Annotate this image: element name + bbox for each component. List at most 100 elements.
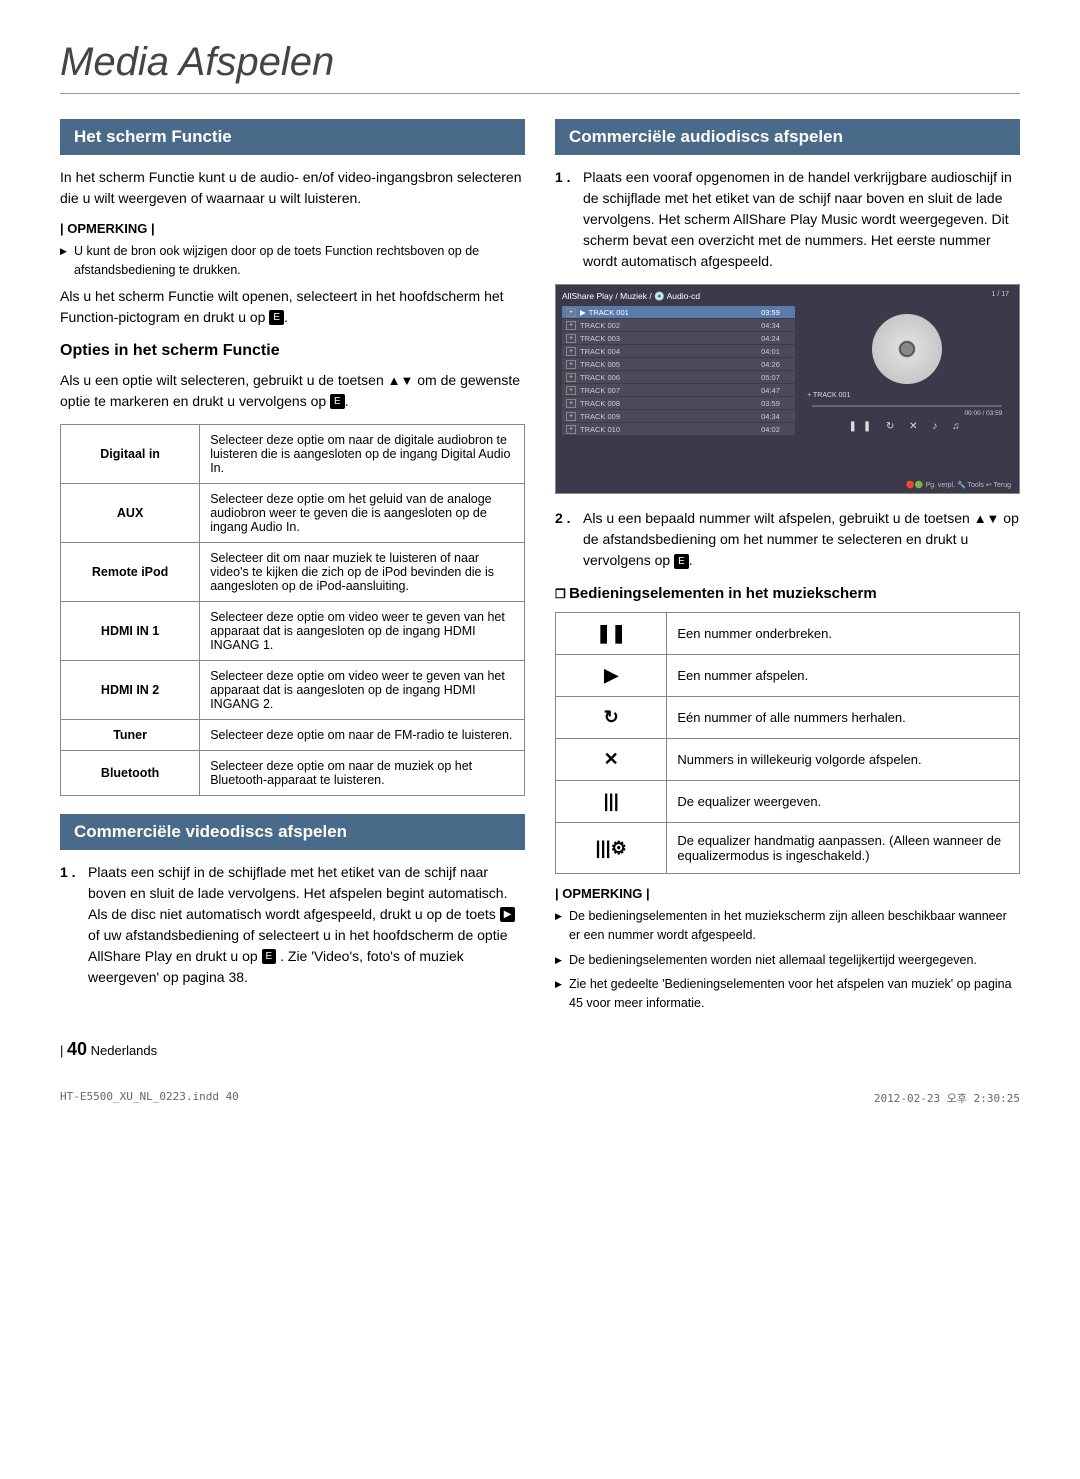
note-r2: De bedieningselementen worden niet allem…	[555, 951, 1020, 970]
note-label: | OPMERKING |	[555, 886, 1020, 901]
add-icon: +	[566, 308, 576, 317]
controls-heading: Bedieningselementen in het muziekscherm	[555, 585, 1020, 602]
album-side: + TRACK 001 00:00 / 03:59 ❚❚ ↻ ✕ ♪ ♫	[801, 306, 1013, 461]
track-time: 04:01	[761, 347, 791, 356]
control-desc: Nummers in willekeurig volgorde afspelen…	[667, 739, 1020, 781]
option-row: AUXSelecteer deze optie om het geluid va…	[61, 483, 525, 542]
option-desc: Selecteer deze optie om het geluid van d…	[200, 483, 525, 542]
control-desc: Een nummer afspelen.	[667, 655, 1020, 697]
left-column: Het scherm Functie In het scherm Functie…	[60, 119, 525, 1019]
player-footer: 🔴🟢 Pg. verpl. 🔧 Tools ↩ Terug	[906, 481, 1011, 489]
track-list: +▶TRACK 00103:59+TRACK 00204:34+TRACK 00…	[562, 306, 795, 461]
sec1-note1: U kunt de bron ook wijzigen door op de t…	[60, 242, 525, 280]
note-label: | OPMERKING |	[60, 221, 525, 236]
track-row: + TRACK 00204:34	[562, 319, 795, 331]
control-desc: De equalizer weergeven.	[667, 781, 1020, 823]
opties-heading: Opties in het scherm Functie	[60, 342, 525, 360]
track-time: 03:59	[761, 399, 791, 408]
control-icon: ✕	[556, 739, 667, 781]
track-row: + TRACK 00704:47	[562, 384, 795, 396]
audio-step1: 1 . Plaats een vooraf opgenomen in de ha…	[555, 167, 1020, 272]
track-name: TRACK 008	[580, 399, 761, 408]
track-time: 04:24	[761, 334, 791, 343]
control-icon: |||⚙	[556, 823, 667, 874]
track-time: 05:07	[761, 373, 791, 382]
enter-icon: E	[674, 554, 689, 569]
track-name: TRACK 001	[589, 308, 761, 317]
page-footer: | 40 Nederlands	[60, 1039, 1020, 1060]
track-row: +▶TRACK 00103:59	[562, 306, 795, 318]
track-row: +TRACK 00803:59	[562, 397, 795, 409]
enter-icon: E	[262, 949, 277, 964]
track-name: TRACK 005	[580, 360, 761, 369]
control-desc: De equalizer handmatig aanpassen. (Allee…	[667, 823, 1020, 874]
option-desc: Selecteer deze optie om video weer te ge…	[200, 660, 525, 719]
doc-meta: HT-E5500_XU_NL_0223.indd 40 2012-02-23 오…	[60, 1090, 1020, 1106]
arrows-icon: ▲▼	[974, 511, 1000, 526]
track-time: 03:59	[761, 308, 791, 317]
track-row: + TRACK 00404:01	[562, 345, 795, 357]
track-row: +TRACK 00304:24	[562, 332, 795, 344]
option-row: Remote iPodSelecteer dit om naar muziek …	[61, 542, 525, 601]
player-breadcrumb: AllShare Play / Muziek / 💿 Audio-cd	[562, 291, 1013, 302]
track-row: + TRACK 00504:26	[562, 358, 795, 370]
columns: Het scherm Functie In het scherm Functie…	[60, 119, 1020, 1019]
track-name: TRACK 007	[580, 386, 761, 395]
track-row: +TRACK 01004:02	[562, 423, 795, 435]
player-counter: 1 / 17	[991, 291, 1009, 298]
now-playing: + TRACK 001	[801, 392, 1013, 399]
add-icon: +	[566, 425, 576, 434]
control-row: ❚❚Een nummer onderbreken.	[556, 613, 1020, 655]
option-desc: Selecteer deze optie om video weer te ge…	[200, 601, 525, 660]
option-row: HDMI IN 2Selecteer deze optie om video w…	[61, 660, 525, 719]
section-audiodiscs: Commerciële audiodiscs afspelen	[555, 119, 1020, 155]
sec1-p2: Als u het scherm Functie wilt openen, se…	[60, 286, 525, 328]
cd-icon	[872, 314, 942, 384]
option-label: Digitaal in	[61, 424, 200, 483]
option-row: HDMI IN 1Selecteer deze optie om video w…	[61, 601, 525, 660]
opties-p1: Als u een optie wilt selecteren, gebruik…	[60, 370, 525, 412]
track-name: TRACK 002	[580, 321, 761, 330]
control-row: |||De equalizer weergeven.	[556, 781, 1020, 823]
option-row: TunerSelecteer deze optie om naar de FM-…	[61, 719, 525, 750]
section-videodiscs: Commerciële videodiscs afspelen	[60, 814, 525, 850]
add-icon: +	[566, 360, 576, 369]
option-desc: Selecteer deze optie om naar de muziek o…	[200, 750, 525, 795]
add-icon: +	[566, 412, 576, 421]
controls-table: ❚❚Een nummer onderbreken.▶Een nummer afs…	[555, 612, 1020, 874]
player-screenshot: AllShare Play / Muziek / 💿 Audio-cd 1 / …	[555, 284, 1020, 494]
play-icon: ▶	[500, 907, 516, 922]
track-name: TRACK 003	[580, 334, 761, 343]
control-icon: |||	[556, 781, 667, 823]
add-icon: +	[566, 386, 576, 395]
track-time: 04:26	[761, 360, 791, 369]
track-row: +TRACK 00605:07	[562, 371, 795, 383]
player-icons: ❚❚ ↻ ✕ ♪ ♫	[848, 421, 965, 432]
control-row: |||⚙De equalizer handmatig aanpassen. (A…	[556, 823, 1020, 874]
control-icon: ▶	[556, 655, 667, 697]
track-name: TRACK 006	[580, 373, 761, 382]
add-icon: +	[566, 347, 576, 356]
option-desc: Selecteer dit om naar muziek te luistere…	[200, 542, 525, 601]
track-time: 04:02	[761, 425, 791, 434]
note-r1: De bedieningselementen in het muzieksche…	[555, 907, 1020, 945]
audio-step2: 2 . Als u een bepaald nummer wilt afspel…	[555, 508, 1020, 571]
option-label: HDMI IN 1	[61, 601, 200, 660]
control-icon: ❚❚	[556, 613, 667, 655]
option-label: Remote iPod	[61, 542, 200, 601]
time-row: 00:00 / 03:59	[812, 410, 1003, 417]
add-icon: +	[566, 321, 576, 330]
track-name: TRACK 004	[580, 347, 761, 356]
option-label: Tuner	[61, 719, 200, 750]
sec1-p1: In het scherm Functie kunt u de audio- e…	[60, 167, 525, 209]
control-desc: Eén nummer of alle nummers herhalen.	[667, 697, 1020, 739]
control-icon: ↻	[556, 697, 667, 739]
option-label: HDMI IN 2	[61, 660, 200, 719]
track-time: 04:47	[761, 386, 791, 395]
option-desc: Selecteer deze optie om naar de digitale…	[200, 424, 525, 483]
option-label: Bluetooth	[61, 750, 200, 795]
track-name: TRACK 009	[580, 412, 761, 421]
options-table: Digitaal inSelecteer deze optie om naar …	[60, 424, 525, 796]
track-time: 04:34	[761, 321, 791, 330]
control-row: ▶Een nummer afspelen.	[556, 655, 1020, 697]
